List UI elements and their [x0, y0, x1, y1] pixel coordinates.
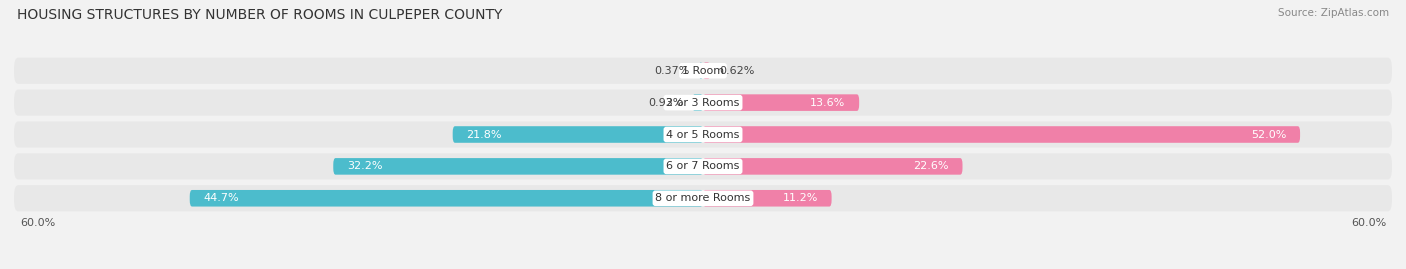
Text: 21.8%: 21.8%	[467, 129, 502, 140]
FancyBboxPatch shape	[703, 126, 1301, 143]
Text: 2 or 3 Rooms: 2 or 3 Rooms	[666, 98, 740, 108]
FancyBboxPatch shape	[703, 190, 831, 207]
Text: HOUSING STRUCTURES BY NUMBER OF ROOMS IN CULPEPER COUNTY: HOUSING STRUCTURES BY NUMBER OF ROOMS IN…	[17, 8, 502, 22]
Text: 60.0%: 60.0%	[1351, 218, 1386, 228]
Text: 11.2%: 11.2%	[783, 193, 818, 203]
Text: 60.0%: 60.0%	[20, 218, 55, 228]
FancyBboxPatch shape	[14, 153, 1392, 179]
Text: 0.37%: 0.37%	[654, 66, 689, 76]
Text: 8 or more Rooms: 8 or more Rooms	[655, 193, 751, 203]
FancyBboxPatch shape	[14, 58, 1392, 84]
Text: 22.6%: 22.6%	[914, 161, 949, 171]
FancyBboxPatch shape	[703, 94, 859, 111]
Text: 1 Room: 1 Room	[682, 66, 724, 76]
FancyBboxPatch shape	[453, 126, 703, 143]
FancyBboxPatch shape	[703, 62, 710, 79]
Text: 6 or 7 Rooms: 6 or 7 Rooms	[666, 161, 740, 171]
FancyBboxPatch shape	[333, 158, 703, 175]
FancyBboxPatch shape	[699, 62, 703, 79]
FancyBboxPatch shape	[14, 185, 1392, 211]
Text: 0.62%: 0.62%	[720, 66, 755, 76]
Text: Source: ZipAtlas.com: Source: ZipAtlas.com	[1278, 8, 1389, 18]
FancyBboxPatch shape	[190, 190, 703, 207]
FancyBboxPatch shape	[14, 90, 1392, 116]
Text: 4 or 5 Rooms: 4 or 5 Rooms	[666, 129, 740, 140]
Text: 52.0%: 52.0%	[1251, 129, 1286, 140]
FancyBboxPatch shape	[14, 121, 1392, 148]
Text: 32.2%: 32.2%	[347, 161, 382, 171]
FancyBboxPatch shape	[703, 158, 963, 175]
Text: 44.7%: 44.7%	[204, 193, 239, 203]
Text: 0.93%: 0.93%	[648, 98, 683, 108]
Text: 13.6%: 13.6%	[810, 98, 845, 108]
FancyBboxPatch shape	[692, 94, 703, 111]
